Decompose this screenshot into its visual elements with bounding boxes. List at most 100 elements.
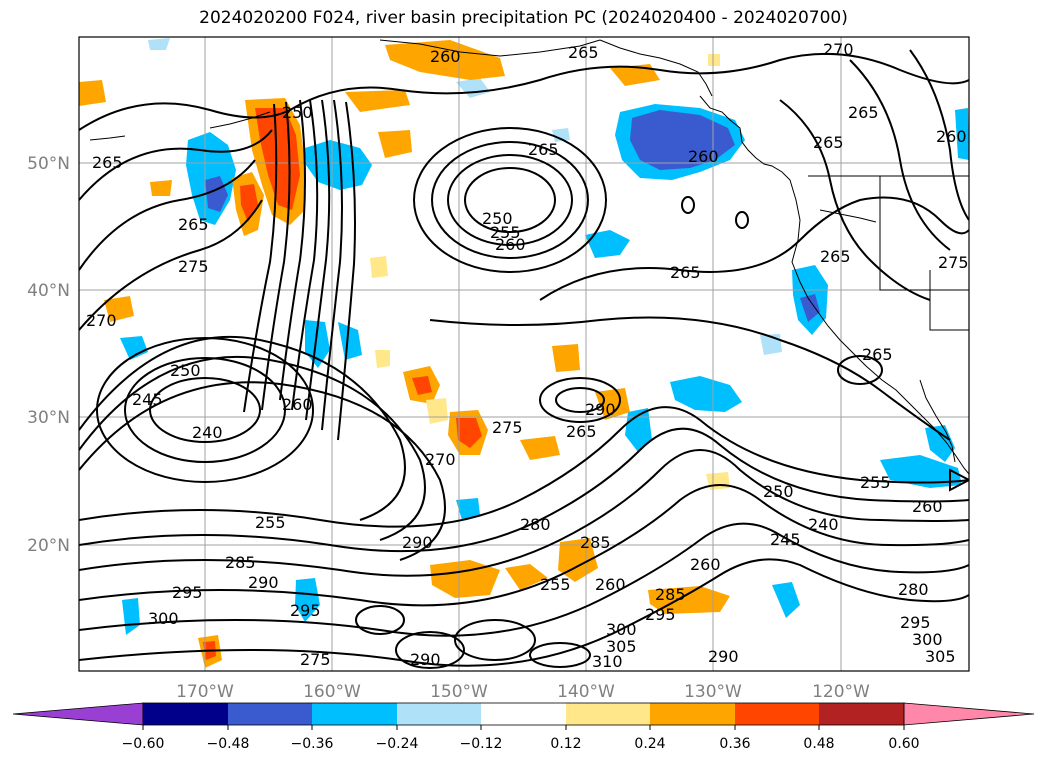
contour-label: 300 bbox=[148, 609, 179, 628]
contour-label: 260 bbox=[936, 127, 967, 146]
contour-label: 290 bbox=[708, 647, 739, 666]
pos-anomaly-patch-n3 bbox=[610, 64, 660, 86]
contour-label: 300 bbox=[912, 630, 943, 649]
contour-label: 280 bbox=[898, 580, 929, 599]
contour-label: 295 bbox=[645, 605, 676, 624]
pos-anomaly-patch-c3 bbox=[552, 344, 580, 372]
pos-anomaly-patch-far-w bbox=[79, 80, 106, 106]
contour-label: 310 bbox=[592, 652, 623, 671]
neg-anomaly-patch-s6 bbox=[772, 582, 800, 618]
neg-anomaly-patch-ne-pacific bbox=[305, 140, 372, 190]
pos-anomaly-patch-s4 bbox=[648, 586, 730, 614]
pos-anomaly-core-c2 bbox=[456, 418, 482, 448]
map-panel: 260 250 265 270 265 260 265 250 255 260 … bbox=[79, 37, 969, 671]
contour-label: 275 bbox=[938, 253, 969, 272]
contour-label: 290 bbox=[248, 573, 279, 592]
lat-label: 50°N bbox=[27, 154, 70, 174]
colorbar-tick-label: −0.24 bbox=[376, 736, 419, 752]
colorbar-tick-label: 0.60 bbox=[888, 736, 919, 752]
pos-anomaly-patch-s2 bbox=[505, 564, 548, 590]
neg-anomaly-patch-s2 bbox=[338, 322, 362, 360]
contour-label: 265 bbox=[566, 422, 597, 441]
colorbar-tick-label: −0.48 bbox=[207, 736, 250, 752]
colorbar-tick-label: 0.48 bbox=[803, 736, 834, 752]
lat-label: 40°N bbox=[27, 281, 70, 301]
colorbar-seg bbox=[819, 703, 904, 725]
colorbar-seg bbox=[566, 703, 650, 725]
contour-label: 265 bbox=[862, 345, 893, 364]
contour-label: 300 bbox=[606, 620, 637, 639]
contour-label: 295 bbox=[172, 583, 203, 602]
neg-anomaly-core-w1 bbox=[205, 176, 228, 212]
lat-label: 30°N bbox=[27, 408, 70, 428]
contour-label: 250 bbox=[170, 361, 201, 380]
lon-label: 170°W bbox=[176, 682, 234, 702]
colorbar-over-arrow bbox=[903, 702, 1035, 726]
contour-label: 270 bbox=[425, 450, 456, 469]
lon-label: 120°W bbox=[812, 682, 870, 702]
map-title: 2024020200 F024, river basin precipitati… bbox=[199, 8, 848, 28]
colorbar-seg bbox=[735, 703, 819, 725]
contour-label: 275 bbox=[492, 418, 523, 437]
pos-anomaly-patch-c5 bbox=[520, 436, 560, 460]
colorbar-tick-labels: −0.60 −0.48 −0.36 −0.24 −0.12 0.12 0.24 … bbox=[122, 736, 920, 752]
colorbar-tick-label: −0.36 bbox=[291, 736, 334, 752]
neg-anomaly-patch-subtrop bbox=[670, 376, 742, 412]
lon-label: 140°W bbox=[557, 682, 615, 702]
contour-label: 260 bbox=[688, 147, 719, 166]
contour-label: 305 bbox=[606, 637, 637, 656]
contour-label: 295 bbox=[290, 601, 321, 620]
pos-anomaly-patch-s1 bbox=[430, 560, 500, 598]
contour-label: 290 bbox=[585, 400, 616, 419]
map-frame bbox=[78, 36, 970, 672]
contour-label: 265 bbox=[813, 133, 844, 152]
longitude-labels: 170°W 160°W 150°W 140°W 130°W 120°W bbox=[176, 682, 870, 702]
contour-label: 295 bbox=[900, 613, 931, 632]
colorbar-under-arrow bbox=[12, 702, 144, 726]
contour-label: 260 bbox=[912, 497, 943, 516]
weak-pos-patch-1 bbox=[370, 256, 388, 278]
contour-label: 255 bbox=[255, 513, 286, 532]
neg-anomaly-patch-s3 bbox=[120, 336, 148, 360]
neg-anomaly-patch-s4 bbox=[295, 578, 320, 622]
contour-label: 260 bbox=[595, 575, 626, 594]
contour-label: 275 bbox=[178, 257, 209, 276]
colorbar-ticks bbox=[142, 725, 905, 730]
contour-label: 285 bbox=[655, 585, 686, 604]
contour-label: 265 bbox=[92, 153, 123, 172]
colorbar-tick-label: −0.12 bbox=[460, 736, 503, 752]
contour-labels: 260 250 265 270 265 260 265 250 255 260 … bbox=[86, 40, 969, 671]
contour-label: 270 bbox=[86, 311, 117, 330]
weak-pos-patch-4 bbox=[706, 472, 730, 490]
neg-anomaly-patch-central bbox=[585, 230, 630, 258]
contour-label: 265 bbox=[820, 247, 851, 266]
contour-label: 255 bbox=[490, 223, 521, 242]
neg-anomaly-patch-s8 bbox=[456, 498, 480, 520]
contour-label: 285 bbox=[580, 533, 611, 552]
contour-label: 245 bbox=[132, 390, 163, 409]
contour-label: 250 bbox=[763, 482, 794, 501]
contour-label: 285 bbox=[225, 553, 256, 572]
colorbar-seg bbox=[397, 703, 481, 725]
neg-anomaly-core-gulf-alaska bbox=[630, 110, 735, 170]
colorbar-seg bbox=[481, 703, 566, 725]
graticule bbox=[79, 37, 969, 671]
contour-label: 250 bbox=[482, 209, 513, 228]
contour-label: 265 bbox=[528, 140, 559, 159]
colorbar-seg bbox=[143, 703, 228, 725]
pos-anomaly-patch-aleut bbox=[385, 40, 505, 80]
contour-label: 255 bbox=[860, 473, 891, 492]
colorbar-seg bbox=[228, 703, 312, 725]
neg-anomaly-patch-mexico bbox=[880, 455, 962, 488]
contour-label: 280 bbox=[520, 515, 551, 534]
contour-label: 240 bbox=[192, 423, 223, 442]
contour-label: 265 bbox=[178, 215, 209, 234]
contour-label: 275 bbox=[300, 650, 331, 669]
colorbar-seg bbox=[312, 703, 397, 725]
contour-label: 265 bbox=[848, 103, 879, 122]
contour-label: 265 bbox=[670, 263, 701, 282]
weak-pos-patch-2 bbox=[375, 350, 390, 368]
lon-label: 150°W bbox=[430, 682, 488, 702]
lon-label: 130°W bbox=[684, 682, 742, 702]
